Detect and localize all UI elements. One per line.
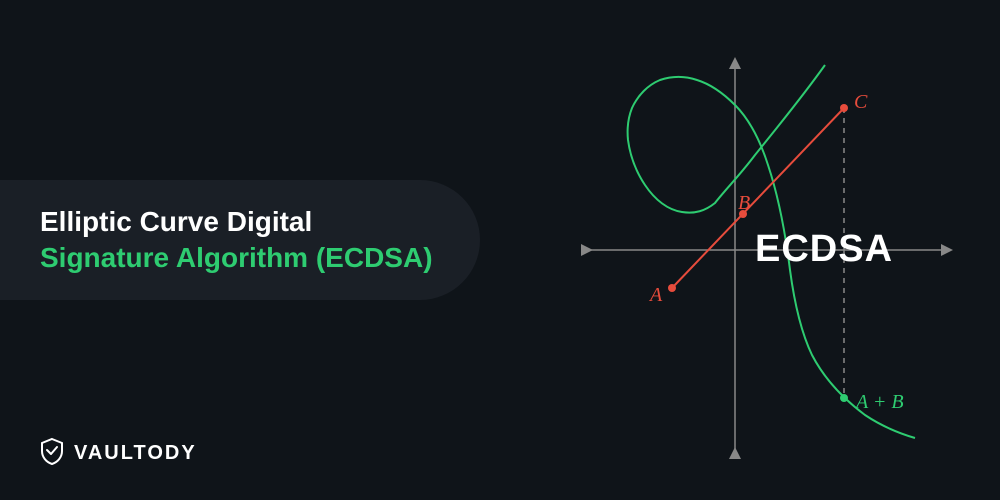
- point-c: [840, 104, 848, 112]
- ecdsa-diagram: ECDSA A B C A + B: [580, 40, 960, 460]
- title-line-2: Signature Algorithm (ECDSA): [40, 240, 440, 276]
- label-a-plus-b: A + B: [856, 391, 904, 414]
- title-line-1: Elliptic Curve Digital: [40, 204, 440, 240]
- label-a: A: [650, 284, 662, 307]
- logo: VAULTODY: [40, 437, 197, 470]
- label-b: B: [738, 192, 750, 215]
- logo-text: VAULTODY: [74, 442, 197, 465]
- label-c: C: [854, 91, 867, 114]
- point-a: [668, 284, 676, 292]
- shield-icon: [40, 437, 64, 470]
- point-a-plus-b: [840, 394, 848, 402]
- ecdsa-center-label: ECDSA: [755, 228, 893, 271]
- title-panel: Elliptic Curve Digital Signature Algorit…: [0, 180, 480, 300]
